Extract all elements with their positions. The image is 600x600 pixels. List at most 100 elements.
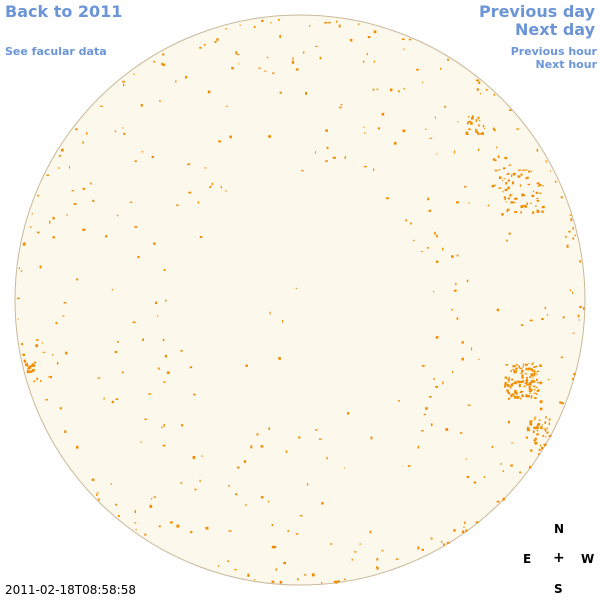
- facula-speck: [511, 194, 513, 196]
- facula-speck: [370, 436, 373, 440]
- facula-speck: [529, 392, 531, 394]
- facula-speck: [534, 372, 537, 374]
- facula-speck: [271, 545, 275, 549]
- facula-speck: [520, 372, 523, 374]
- next-hour-link[interactable]: Next hour: [535, 58, 598, 71]
- facula-speck: [522, 365, 524, 368]
- facula-speck: [483, 475, 485, 478]
- facula-speck: [512, 393, 514, 396]
- facula-speck: [311, 573, 315, 577]
- facula-speck: [476, 88, 479, 91]
- facula-speck: [536, 209, 538, 212]
- previous-day-link[interactable]: Previous day: [478, 2, 595, 21]
- facula-speck: [326, 456, 328, 460]
- facula-speck: [475, 521, 479, 524]
- facula-speck: [531, 194, 535, 197]
- facula-speck: [534, 365, 538, 368]
- facula-speck: [50, 375, 52, 379]
- facula-speck: [373, 168, 375, 171]
- facula-speck: [228, 530, 232, 532]
- facula-speck: [28, 366, 31, 369]
- facula-speck: [537, 388, 540, 391]
- facula-speck: [29, 226, 32, 228]
- facula-speck: [297, 578, 299, 581]
- facula-speck: [175, 80, 177, 83]
- facula-speck: [570, 218, 573, 222]
- facula-speck: [425, 407, 428, 410]
- facula-speck: [429, 137, 433, 139]
- facula-speck: [479, 133, 482, 135]
- facula-speck: [519, 384, 521, 388]
- facula-speck: [381, 549, 384, 552]
- facula-speck: [26, 371, 30, 374]
- facula-speck: [539, 192, 542, 194]
- facula-speck: [156, 315, 159, 317]
- facula-speck: [536, 148, 539, 152]
- facula-speck: [506, 384, 509, 386]
- facula-speck: [526, 437, 528, 439]
- facula-speck: [506, 210, 508, 213]
- facula-speck: [324, 21, 328, 24]
- facula-speck: [318, 438, 322, 440]
- facula-speck: [111, 289, 113, 291]
- facula-speck: [235, 493, 238, 496]
- facula-speck: [180, 424, 184, 427]
- facula-speck: [535, 205, 537, 207]
- facula-speck: [132, 321, 136, 324]
- facula-speck: [569, 214, 572, 216]
- previous-hour-link[interactable]: Previous hour: [510, 45, 597, 58]
- facula-speck: [59, 407, 62, 410]
- facula-speck: [17, 297, 20, 300]
- facula-speck: [66, 214, 68, 216]
- facula-speck: [170, 521, 173, 524]
- facula-speck: [121, 371, 124, 374]
- facula-speck: [530, 422, 532, 425]
- facula-speck: [560, 356, 563, 359]
- facula-speck: [302, 51, 305, 54]
- facula-speck: [582, 307, 585, 310]
- facula-speck: [533, 392, 537, 394]
- facula-speck: [228, 485, 230, 487]
- see-facular-data-link[interactable]: See facular data: [5, 45, 107, 58]
- facula-speck: [436, 260, 439, 263]
- facula-speck: [425, 128, 427, 130]
- facula-speck: [189, 366, 193, 369]
- facula-speck: [533, 369, 535, 372]
- next-day-link[interactable]: Next day: [515, 20, 595, 39]
- facula-speck: [494, 159, 497, 162]
- facula-speck: [510, 369, 512, 373]
- facula-speck: [527, 183, 531, 186]
- facula-speck: [149, 504, 153, 508]
- facula-speck: [471, 117, 474, 120]
- facula-speck: [524, 373, 528, 375]
- facula-speck: [511, 382, 514, 385]
- facula-speck: [325, 160, 328, 162]
- solar-disk: [14, 14, 586, 586]
- facula-speck: [20, 270, 23, 272]
- back-to-year-link[interactable]: Back to 2011: [5, 2, 123, 21]
- facula-speck: [468, 116, 470, 118]
- facula-speck: [534, 388, 536, 391]
- facula-speck: [46, 174, 49, 176]
- facula-speck: [465, 133, 469, 135]
- facula-speck: [321, 581, 323, 584]
- facula-speck: [545, 416, 547, 419]
- facula-speck: [340, 104, 343, 106]
- facula-speck: [403, 87, 405, 90]
- facula-speck: [278, 357, 281, 360]
- facula-speck: [209, 186, 212, 188]
- facula-speck: [270, 22, 272, 24]
- facula-speck: [451, 309, 453, 311]
- facula-speck: [504, 384, 506, 388]
- facula-speck: [525, 363, 528, 366]
- facula-speck: [544, 421, 547, 425]
- facula-speck: [475, 119, 478, 122]
- facula-speck: [542, 185, 544, 187]
- facula-speck: [507, 420, 510, 424]
- facula-speck: [253, 25, 256, 29]
- facula-speck: [537, 422, 540, 426]
- facula-speck: [394, 141, 397, 145]
- facula-speck: [471, 115, 474, 119]
- facula-speck: [376, 567, 379, 570]
- facula-speck: [467, 121, 469, 125]
